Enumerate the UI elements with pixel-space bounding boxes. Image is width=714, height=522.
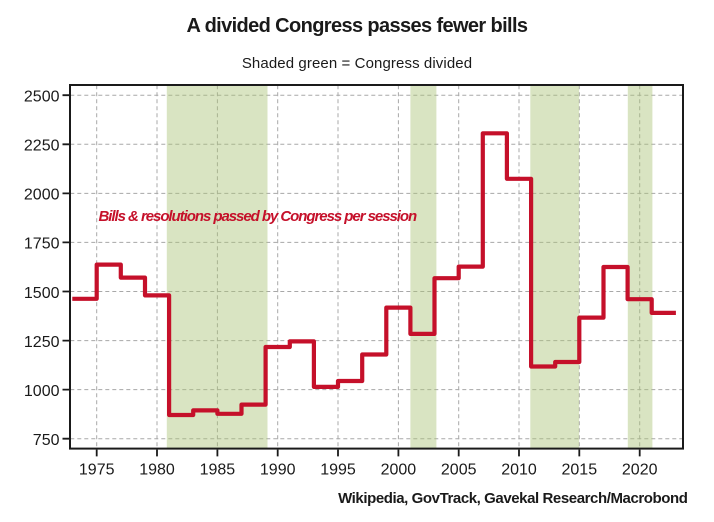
svg-text:1985: 1985 [200, 461, 236, 478]
svg-text:1980: 1980 [139, 461, 175, 478]
svg-text:1000: 1000 [24, 383, 60, 400]
svg-text:Wikipedia, GovTrack, Gavekal R: Wikipedia, GovTrack, Gavekal Research/Ma… [338, 490, 688, 507]
svg-text:2250: 2250 [24, 138, 60, 155]
svg-text:2010: 2010 [501, 461, 537, 478]
svg-text:2000: 2000 [24, 187, 60, 204]
svg-text:2500: 2500 [24, 89, 60, 106]
svg-text:1500: 1500 [24, 285, 60, 302]
svg-text:Bills & resolutions passed by: Bills & resolutions passed by Congress p… [99, 208, 418, 225]
svg-text:Shaded green = Congress divide: Shaded green = Congress divided [242, 55, 472, 72]
svg-text:1995: 1995 [320, 461, 356, 478]
svg-text:1250: 1250 [24, 334, 60, 351]
svg-text:2000: 2000 [381, 461, 417, 478]
svg-text:1990: 1990 [260, 461, 296, 478]
svg-text:2020: 2020 [622, 461, 658, 478]
svg-text:2015: 2015 [562, 461, 598, 478]
svg-text:A divided Congress passes fewe: A divided Congress passes fewer bills [187, 15, 528, 37]
svg-text:750: 750 [33, 432, 60, 449]
svg-text:1750: 1750 [24, 236, 60, 253]
svg-text:1975: 1975 [79, 461, 115, 478]
svg-text:2005: 2005 [441, 461, 477, 478]
